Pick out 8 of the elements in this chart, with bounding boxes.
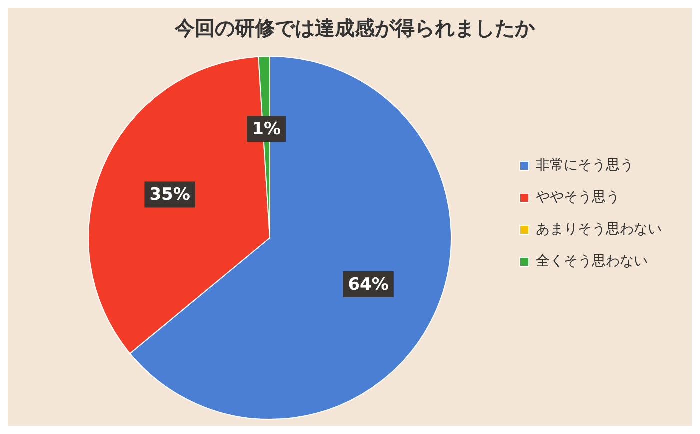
- data-label: 35%: [150, 185, 190, 206]
- data-label: 1%: [252, 120, 282, 140]
- legend-label: 非常にそう思う: [536, 158, 634, 174]
- legend-label: ややそう思う: [536, 190, 620, 206]
- data-label: 64%: [348, 274, 389, 295]
- chart-title: 今回の研修では達成感が得られましたか: [174, 16, 536, 40]
- legend-label: あまりそう思わない: [536, 222, 662, 238]
- legend-label: 全くそう思わない: [536, 254, 648, 270]
